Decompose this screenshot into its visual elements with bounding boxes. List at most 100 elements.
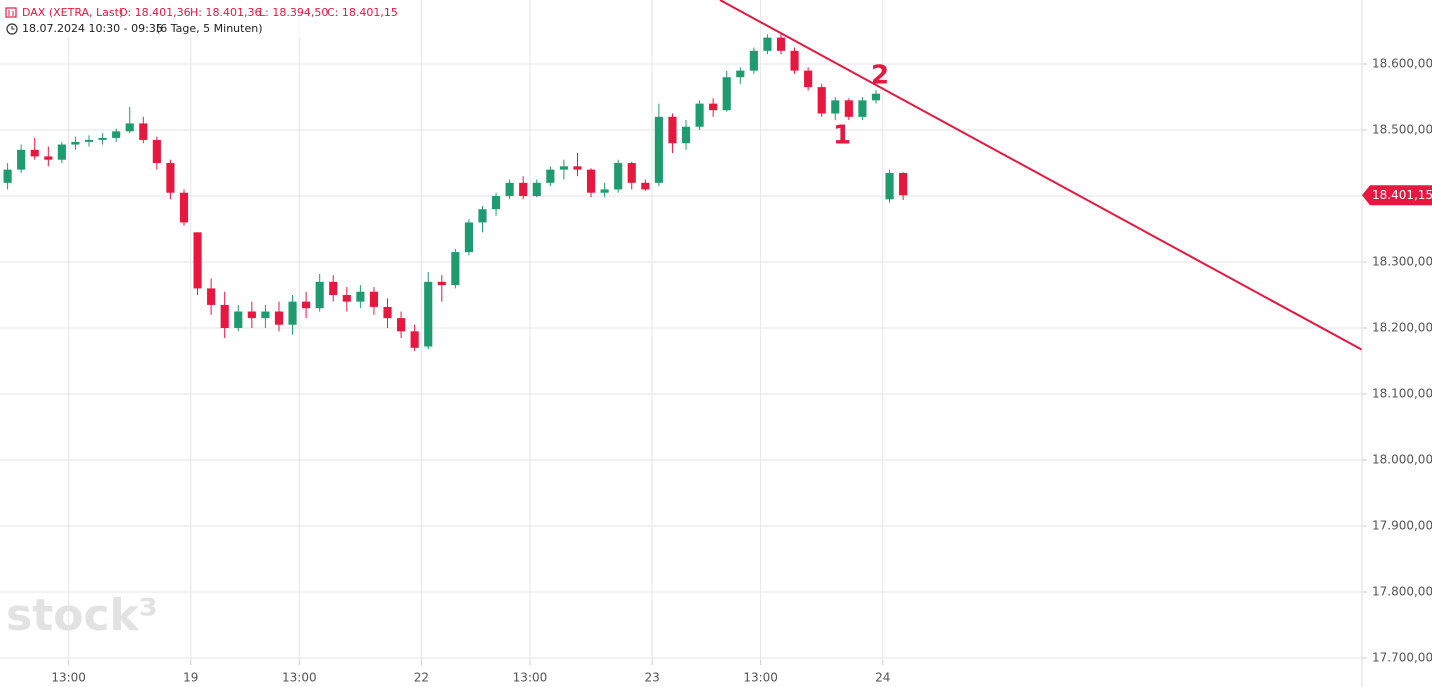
candle-body: [451, 252, 460, 286]
candle-body: [207, 288, 216, 305]
header-open: O: 18.401,36: [119, 6, 191, 19]
candle-body: [641, 182, 650, 190]
candle-body: [410, 331, 419, 348]
y-tick-label: 18.500,00: [1372, 123, 1432, 137]
candle-body: [668, 116, 677, 144]
header-symbol: DAX (XETRA, Last): [22, 6, 123, 19]
candle-body: [383, 306, 392, 319]
candle-body: [3, 169, 12, 183]
y-tick-label: 18.300,00: [1372, 255, 1432, 269]
candle-body: [573, 166, 582, 170]
x-tick-label: 13:00: [743, 671, 778, 685]
header-range: 18.07.2024 10:30 - 09:35: [22, 22, 163, 35]
candle-body: [491, 196, 501, 210]
candle-body: [44, 156, 53, 160]
x-tick-label: 13:00: [51, 671, 86, 685]
candle-body: [112, 131, 121, 138]
y-tick-label: 18.000,00: [1372, 453, 1432, 467]
candle-body: [84, 139, 94, 142]
candle-body: [98, 137, 107, 140]
candle-body: [858, 100, 867, 117]
candle-body: [152, 139, 161, 164]
candle-body: [220, 304, 229, 329]
candle-body: [302, 301, 311, 309]
y-tick-label: 18.100,00: [1372, 387, 1432, 401]
candle-body: [546, 169, 555, 183]
y-tick-label: 17.700,00: [1372, 651, 1432, 665]
candle-body: [532, 182, 541, 197]
header-high: H: 18.401,36: [190, 6, 261, 19]
candle-body: [30, 149, 39, 157]
candle-body: [71, 141, 80, 145]
candle-body: [437, 281, 446, 286]
x-tick-label: 22: [414, 671, 429, 685]
candle-body: [139, 123, 148, 140]
candle-body: [125, 123, 134, 132]
last-price-label: 18.401,15: [1372, 188, 1432, 202]
candle-body: [559, 166, 568, 170]
candle-body: [681, 126, 691, 144]
candle-body: [627, 163, 636, 183]
candle-body: [166, 163, 175, 193]
candle-body: [274, 311, 284, 325]
candle-body: [315, 281, 324, 309]
candle-body: [831, 100, 840, 114]
y-tick-label: 18.200,00: [1372, 321, 1432, 335]
header-icon: [5, 7, 18, 35]
candle-body: [776, 37, 786, 51]
candle-body: [871, 93, 881, 101]
x-tick-label: 23: [644, 671, 659, 685]
candle-body: [369, 291, 379, 307]
candle-body: [17, 149, 26, 170]
header-period: (6 Tage, 5 Minuten): [156, 22, 263, 35]
candle-body: [600, 189, 609, 193]
candle-body: [342, 295, 351, 302]
trendline: [719, 0, 1363, 351]
y-tick-label: 17.800,00: [1372, 585, 1432, 599]
candle-body: [899, 172, 908, 196]
candle-body: [57, 144, 66, 160]
candle-body: [329, 281, 338, 296]
last-price-tag: [1362, 185, 1432, 206]
candle-body: [247, 311, 256, 319]
watermark: stock³: [6, 590, 158, 641]
x-tick-label: 13:00: [513, 671, 548, 685]
y-tick-label: 18.600,00: [1372, 57, 1432, 71]
candle-body: [614, 163, 623, 190]
candle-body: [844, 100, 853, 117]
candle-body: [179, 192, 189, 223]
candle-body: [804, 70, 813, 88]
candle-body: [424, 281, 433, 347]
y-tick-label: 17.900,00: [1372, 519, 1432, 533]
candle-body: [722, 77, 731, 111]
x-tick-label: 24: [875, 671, 890, 685]
candle-body: [763, 37, 772, 51]
header-close: C: 18.401,15: [327, 6, 398, 19]
candle-body: [817, 87, 826, 114]
candle-body: [709, 103, 718, 111]
candle-body: [288, 301, 297, 325]
annotation: 1: [833, 120, 851, 150]
candle-body: [356, 291, 365, 302]
candle-body: [749, 50, 758, 71]
candle-body: [234, 311, 243, 329]
x-tick-label: 19: [183, 671, 198, 685]
candle-body: [790, 50, 799, 71]
x-tick-label: 13:00: [282, 671, 317, 685]
candle-body: [464, 222, 473, 253]
header-bg: [0, 0, 420, 38]
annotation: 2: [871, 60, 889, 90]
candle-body: [654, 116, 663, 183]
candle-body: [695, 103, 704, 127]
candle-body: [586, 169, 596, 193]
header-low: L: 18.394,50: [259, 6, 328, 19]
candle-body: [519, 182, 528, 197]
candle-body: [736, 70, 745, 78]
candle-body: [478, 209, 487, 223]
candle-body: [505, 182, 514, 197]
candle-body: [397, 318, 406, 332]
candle-body: [261, 311, 270, 319]
candle-body: [193, 232, 202, 289]
